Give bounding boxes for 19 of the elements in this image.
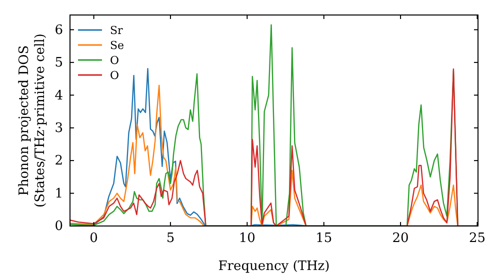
- legend-label: Sr: [110, 24, 124, 37]
- legend-label: O: [110, 69, 120, 82]
- y-tick-label: 3: [54, 121, 63, 136]
- x-tick-label: 0: [90, 231, 98, 246]
- y-tick-label: 1: [54, 186, 63, 202]
- legend-label: Se: [110, 39, 124, 52]
- x-tick-label: 20: [392, 231, 409, 246]
- y-tick-label: 6: [54, 22, 63, 38]
- y-axis-title: Phonon projected DOS (States/THz·primitive cell): [17, 33, 48, 208]
- x-tick-label: 10: [238, 231, 256, 246]
- x-tick-label: 15: [316, 231, 332, 246]
- y-tick-label: 5: [54, 56, 63, 71]
- x-tick-label: 25: [468, 231, 486, 246]
- x-axis-title: Frequency (THz): [218, 259, 330, 274]
- y-tick-label: 2: [54, 154, 63, 169]
- x-tick-label: 5: [166, 231, 175, 246]
- legend-label: O: [110, 54, 120, 67]
- y-tick-label: 0: [54, 219, 63, 234]
- y-tick-label: 4: [54, 88, 63, 104]
